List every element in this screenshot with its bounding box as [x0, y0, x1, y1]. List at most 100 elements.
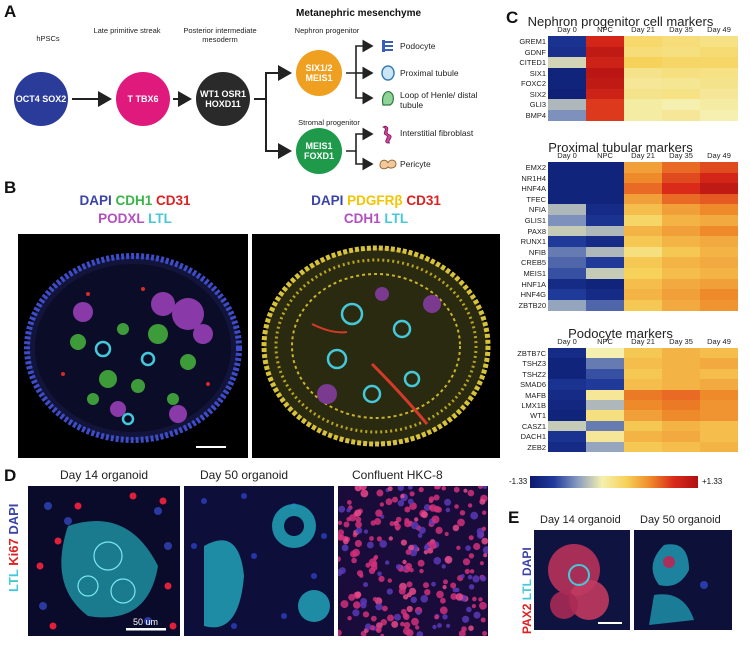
heatmap-gene-label: GDNF — [524, 47, 546, 57]
heatmap-cell — [662, 193, 700, 205]
stain-e-dapi: DAPI — [520, 547, 534, 576]
heatmap-cell — [548, 299, 586, 311]
stain-podxl: PODXL — [98, 211, 149, 226]
fibroblast-icon — [381, 125, 392, 144]
heatmap-cell — [586, 299, 624, 311]
heatmap-cell — [548, 420, 586, 432]
heatmap-cell — [700, 99, 738, 110]
heatmap-cell — [624, 299, 662, 311]
heatmap-cell — [624, 431, 662, 443]
heatmap-cell — [548, 162, 586, 174]
heatmap-title-proximal: Proximal tubular markers — [548, 140, 693, 155]
heatmap-cell — [662, 88, 700, 100]
heatmap-cell — [548, 78, 586, 89]
heatmap-cell — [700, 236, 738, 248]
stage-sp: Stromal progenitor — [298, 118, 360, 127]
heatmap-cell — [624, 389, 662, 401]
heatmap-cell — [700, 431, 738, 443]
heatmap-cell — [700, 358, 738, 370]
heatmap-cell — [624, 46, 662, 58]
heatmap-cell — [662, 278, 700, 290]
node-hpsc: OCT4 SOX2 — [14, 72, 68, 126]
heatmap-cell — [700, 225, 738, 237]
heatmap-cell — [624, 99, 662, 110]
stain-e-ltl: LTL — [520, 575, 534, 601]
heatmap-cell — [624, 78, 662, 89]
confluent-hkc8-ki67-image — [338, 486, 488, 636]
panel-e-channel-label: PAX2 LTL DAPI — [520, 547, 534, 634]
heatmap-cell — [662, 57, 700, 68]
heatmap-cell — [624, 268, 662, 280]
heatmap-cell — [586, 57, 624, 68]
heatmap-cell — [586, 46, 624, 58]
day50-organoid-ki67-image — [184, 486, 334, 636]
panel-label-b: B — [4, 178, 17, 197]
heatmap-cell — [662, 420, 700, 432]
heatmap-cell — [700, 389, 738, 401]
heatmap-cell — [662, 67, 700, 79]
heatmap-cell — [624, 348, 662, 359]
heatmap-cell — [700, 109, 738, 121]
stain-ltl: LTL — [384, 211, 409, 226]
heatmap-column-header: NPC — [597, 151, 613, 160]
stage-np: Nephron progenitor — [294, 26, 360, 35]
panel-label-e: E — [508, 508, 520, 527]
heatmap-cell — [548, 400, 586, 411]
panel-d-channel-label: LTL Ki67 DAPI — [6, 482, 21, 592]
heatmap-cell — [662, 172, 700, 184]
heatmap-cell — [662, 46, 700, 58]
heatmap-cell — [662, 268, 700, 280]
heatmap-gene-label: TSHZ2 — [522, 369, 546, 379]
caption-day50-organoid: Day 50 organoid — [200, 468, 289, 482]
heatmap-gene-label: ZBTB20 — [518, 300, 546, 310]
heatmap-cell — [662, 389, 700, 401]
heatmap-cell — [586, 88, 624, 100]
stain-d-ltl: LTL — [6, 565, 21, 592]
heatmap-column-header: Day 35 — [669, 337, 693, 346]
pericyte-icon — [379, 159, 397, 170]
heatmap-gene-label: MEIS1 — [523, 269, 546, 278]
heatmap-cell — [662, 183, 700, 195]
heatmap-gene-label: ZEB2 — [527, 442, 546, 452]
heatmap-cell — [586, 268, 624, 280]
stain-d-dapi: DAPI — [6, 503, 21, 535]
heatmap-gene-label: FOXC2 — [520, 79, 546, 88]
heatmap-gene-label: SMAD6 — [520, 380, 546, 390]
heatmap-cell — [700, 57, 738, 68]
heatmap-cell — [548, 236, 586, 248]
heatmap-gene-label: CITED1 — [519, 58, 546, 67]
heatmap-cell — [586, 368, 624, 380]
stain-ltl: LTL — [148, 211, 172, 226]
heatmap-cell — [662, 246, 700, 258]
fate-proximal-tubule: Proximal tubule — [400, 68, 459, 78]
heatmap-cell — [624, 193, 662, 205]
heatmap-cell — [662, 431, 700, 443]
heatmap-cell — [548, 109, 586, 121]
heatmap-cell — [548, 88, 586, 100]
day50-organoid-pax2-image — [634, 530, 732, 630]
heatmap-cell — [624, 172, 662, 184]
heatmap-cell — [548, 36, 586, 47]
heatmap-column-header: Day 21 — [631, 25, 655, 34]
heatmap-cell — [700, 441, 738, 453]
podocyte-icon — [382, 40, 393, 52]
colorbar-max-label: +1.33 — [702, 477, 723, 486]
heatmap-cell — [586, 400, 624, 411]
heatmap-gene-label: RUNX1 — [520, 237, 546, 247]
heatmap-column-header: Day 21 — [631, 337, 655, 346]
heatmap-gene-label: SIX2 — [529, 89, 546, 99]
heatmap-cell — [586, 246, 624, 258]
stain-dapi: DAPI — [79, 193, 116, 208]
stain-pdgfr-: PDGFRβ — [347, 193, 407, 208]
heatmap-cell — [700, 400, 738, 411]
heatmap-cell — [662, 109, 700, 121]
heatmap-cell — [700, 204, 738, 216]
heatmap-cell — [624, 109, 662, 121]
heatmap-cell — [586, 193, 624, 205]
heatmap-gene-label: HNF4G — [520, 290, 546, 300]
heatmap-cell — [700, 420, 738, 432]
fate-interstitial-fibroblast: Interstitial fibroblast — [400, 128, 474, 138]
heatmap-cell — [586, 162, 624, 174]
fate-loop-of-henle: Loop of Henle/ distal tubule — [400, 90, 478, 110]
heatmap-cell — [624, 204, 662, 216]
